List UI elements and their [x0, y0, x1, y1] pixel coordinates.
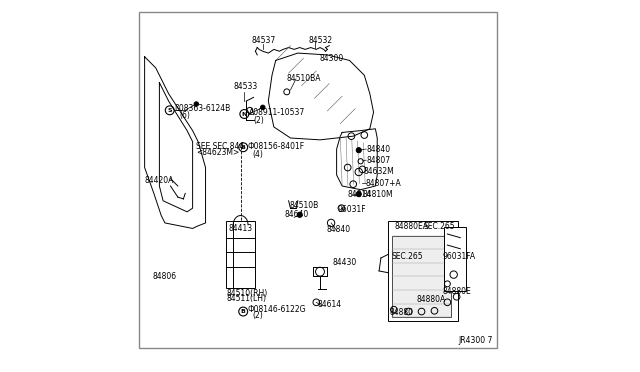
Text: JR4300 7: JR4300 7	[458, 336, 493, 345]
Bar	[444, 227, 466, 291]
Text: Δ08911-10537: Δ08911-10537	[249, 108, 305, 117]
Text: SEC.265: SEC.265	[424, 222, 455, 231]
Circle shape	[194, 102, 198, 106]
Text: 84632M: 84632M	[364, 167, 394, 176]
Text: 84510BA: 84510BA	[287, 74, 321, 83]
Text: (6): (6)	[180, 111, 191, 121]
Text: 84537: 84537	[252, 36, 276, 45]
Text: SEC.265: SEC.265	[392, 251, 424, 261]
Text: 84300: 84300	[320, 54, 344, 63]
Text: 84807+A: 84807+A	[365, 179, 401, 187]
Text: (2): (2)	[253, 311, 264, 320]
Text: 84420A: 84420A	[145, 176, 174, 185]
Text: 84413: 84413	[228, 224, 253, 233]
Text: (2): (2)	[253, 116, 264, 125]
Text: 84511(LH): 84511(LH)	[226, 294, 266, 303]
Bar	[226, 221, 255, 288]
Text: 84807: 84807	[367, 156, 391, 166]
Text: 84814: 84814	[348, 190, 372, 199]
Text: 84880EA: 84880EA	[395, 222, 429, 231]
Bar	[388, 221, 458, 321]
Text: 96031F: 96031F	[337, 205, 366, 214]
Text: B: B	[241, 309, 246, 314]
Text: 84532: 84532	[309, 36, 333, 45]
Text: <84623M>: <84623M>	[196, 148, 239, 157]
Text: 84430: 84430	[333, 258, 357, 267]
Text: 84806: 84806	[152, 272, 176, 281]
Text: 84880E: 84880E	[443, 287, 471, 296]
Text: Ф08156-8401F: Ф08156-8401F	[248, 142, 305, 151]
Circle shape	[297, 212, 302, 217]
Text: B: B	[241, 145, 246, 150]
Text: 84840: 84840	[367, 145, 391, 154]
Text: 84533: 84533	[233, 82, 257, 91]
Text: 84640: 84640	[285, 210, 309, 219]
Circle shape	[356, 148, 362, 153]
Text: 84880A: 84880A	[417, 295, 446, 304]
Text: S: S	[168, 108, 172, 113]
Text: 84880: 84880	[389, 308, 413, 317]
Text: N: N	[242, 112, 247, 116]
Circle shape	[260, 105, 265, 110]
Text: Ф08146-6122G: Ф08146-6122G	[248, 305, 306, 314]
Circle shape	[356, 192, 362, 197]
Text: 84840: 84840	[326, 225, 351, 234]
Text: 84614: 84614	[318, 300, 342, 310]
Text: (4): (4)	[253, 150, 264, 159]
Text: 84810M: 84810M	[363, 190, 394, 199]
Bar	[392, 236, 451, 317]
Text: 96031FA: 96031FA	[443, 251, 476, 261]
Text: 84510B: 84510B	[290, 201, 319, 210]
Text: ß08363-6124B: ß08363-6124B	[174, 104, 230, 113]
Text: SEE SEC.844: SEE SEC.844	[196, 142, 244, 151]
Text: 84510(RH): 84510(RH)	[226, 289, 268, 298]
